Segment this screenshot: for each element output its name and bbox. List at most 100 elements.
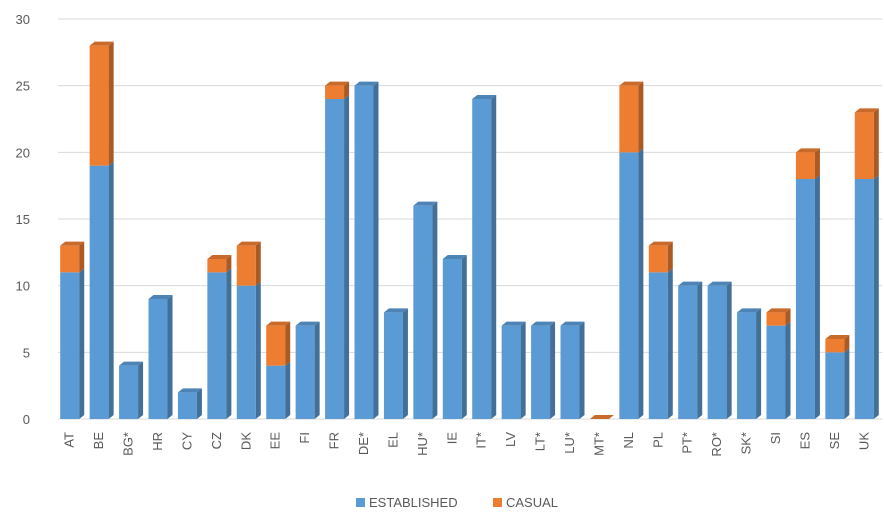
bar-top — [825, 335, 850, 339]
x-axis-labels: AT BE BG* HR CY CZ DK EE FI FR DE* EL HU* IE IT* LV LT* L… — [62, 432, 872, 457]
bar-front — [678, 285, 698, 419]
bar-segment-established — [707, 281, 732, 419]
bar-side — [873, 108, 879, 179]
bar-front — [60, 245, 80, 273]
bar-front — [531, 325, 551, 419]
bar-segment-casual — [619, 81, 644, 153]
x-tick-label: EL — [385, 432, 400, 448]
y-tick-label: 15 — [16, 212, 30, 227]
bar-segment-casual — [60, 241, 85, 273]
bar-top — [325, 81, 350, 86]
bar-top — [148, 295, 173, 299]
legend: ESTABLISHED CASUAL — [356, 495, 558, 510]
bar-front — [648, 245, 668, 273]
bars — [60, 41, 879, 420]
bar-segment-established — [442, 255, 467, 419]
bar-top — [795, 148, 820, 153]
bar-top — [472, 95, 497, 99]
bar-front — [766, 325, 786, 419]
bar-top — [531, 321, 556, 326]
bar-front — [266, 325, 286, 366]
x-tick-label: HR — [150, 432, 165, 451]
bar-segment-casual — [236, 241, 261, 286]
bar-segment-established — [60, 268, 85, 419]
bar-side — [255, 281, 261, 419]
x-tick-label: CY — [179, 432, 194, 450]
bar-side — [432, 201, 438, 419]
bar-segment-established — [325, 95, 350, 419]
bar-side — [226, 268, 232, 419]
bar-segment-established — [678, 281, 703, 419]
bar-side — [756, 308, 762, 419]
bar-front — [413, 205, 433, 419]
bar-front — [89, 45, 109, 166]
bar-front — [89, 165, 109, 419]
bar-side — [461, 255, 467, 419]
bar-side — [79, 241, 85, 273]
bar-segment-established — [89, 161, 114, 419]
x-tick-label: RO* — [709, 432, 724, 457]
bar-front — [236, 245, 256, 286]
bar-side — [785, 321, 791, 419]
x-tick-label: IE — [444, 432, 459, 445]
x-tick-label: NL — [621, 432, 636, 449]
bar-segment-casual — [648, 241, 673, 273]
bar-front — [383, 312, 403, 419]
y-tick-label: 0 — [23, 412, 30, 427]
bar-side — [196, 388, 202, 419]
bar-side — [814, 148, 820, 179]
bar-segment-established — [766, 321, 791, 419]
x-tick-label: IT* — [474, 432, 489, 449]
bar-side — [138, 361, 144, 419]
bar-side — [873, 175, 879, 419]
y-tick-label: 30 — [16, 12, 30, 27]
bar-side — [844, 335, 850, 353]
x-tick-label: MT* — [591, 432, 606, 456]
y-tick-label: 20 — [16, 145, 30, 160]
bar-top — [89, 41, 114, 46]
bar-segment-casual — [825, 335, 850, 353]
bar-side — [108, 41, 114, 166]
bar-side — [314, 321, 320, 419]
bar-segment-established — [177, 388, 202, 419]
bar-front — [737, 312, 757, 419]
legend-label: CASUAL — [506, 495, 558, 510]
bar-top — [119, 361, 144, 366]
x-tick-label: SI — [768, 432, 783, 444]
x-tick-label: DK — [238, 432, 253, 450]
x-tick-label: HU* — [415, 432, 430, 456]
y-tick-label: 25 — [16, 79, 30, 94]
bar-side — [785, 308, 791, 326]
bar-segment-established — [119, 361, 144, 419]
bar-side — [402, 308, 408, 419]
bar-front — [560, 325, 580, 419]
bar-segment-established — [266, 361, 291, 419]
bar-top — [207, 255, 232, 259]
bar-segment-established — [472, 95, 497, 419]
bar-top — [560, 321, 585, 326]
bar-front — [766, 312, 786, 326]
bar-segment-established — [413, 201, 438, 419]
x-tick-label: UK — [856, 432, 871, 450]
bar-segment-established — [737, 308, 762, 419]
bar-front — [325, 99, 345, 419]
gridlines — [58, 18, 882, 420]
x-tick-label: FI — [297, 432, 312, 444]
bar-side — [79, 268, 85, 419]
bar-side — [344, 95, 350, 419]
bar-top — [707, 281, 732, 286]
legend-swatch-established — [356, 498, 365, 507]
bar-side — [285, 321, 291, 366]
bar-segment-casual — [854, 108, 879, 179]
bar-side — [667, 241, 673, 273]
bar-segment-established — [648, 268, 673, 419]
bar-front — [648, 272, 668, 419]
bar-front — [354, 85, 374, 420]
bar-segment-casual — [89, 41, 114, 166]
bar-top — [383, 308, 408, 313]
x-tick-label: EE — [268, 432, 283, 450]
bar-side — [491, 95, 497, 419]
bar-front — [295, 325, 315, 419]
bar-side — [344, 81, 350, 99]
bar-front — [825, 352, 845, 419]
